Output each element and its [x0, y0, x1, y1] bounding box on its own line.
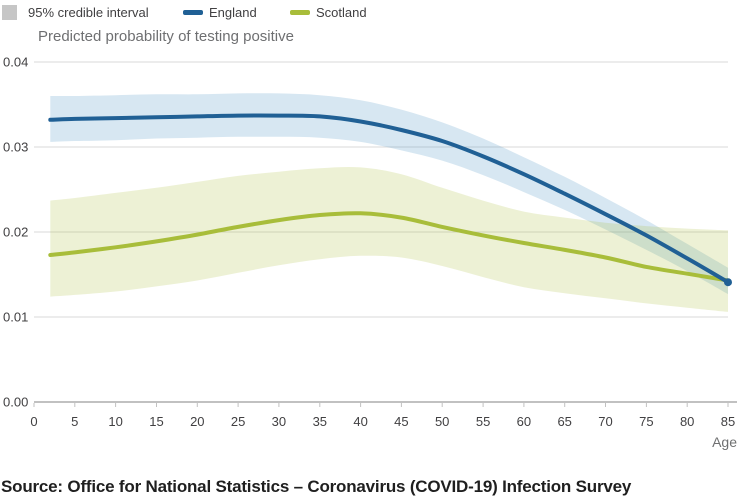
x-axis-title: Age — [712, 434, 737, 450]
scotland-credible-interval-band — [50, 167, 729, 312]
x-tick-label: 65 — [557, 414, 571, 429]
x-tick-label: 55 — [476, 414, 490, 429]
x-tick-label: 40 — [353, 414, 367, 429]
source-text: Source: Office for National Statistics –… — [1, 477, 632, 496]
x-tick-label: 60 — [517, 414, 531, 429]
x-tick-label: 30 — [272, 414, 286, 429]
x-tick-label: 25 — [231, 414, 245, 429]
x-tick-label: 75 — [639, 414, 653, 429]
legend-item-credible-interval[interactable]: 95% credible interval — [2, 3, 149, 21]
x-tick-label: 20 — [190, 414, 204, 429]
england-end-dot — [724, 278, 732, 287]
x-tick-label: 5 — [71, 414, 78, 429]
scotland-line-swatch-icon — [290, 9, 310, 15]
y-tick-label: 0.04 — [3, 55, 28, 70]
x-tick-label: 80 — [680, 414, 694, 429]
x-tick-label: 35 — [313, 414, 327, 429]
x-tick-label: 85 — [721, 414, 735, 429]
y-tick-label: 0.00 — [3, 395, 28, 410]
england-line — [48, 113, 730, 285]
y-tick-label: 0.01 — [3, 310, 28, 325]
y-tick-label: 0.02 — [3, 225, 28, 240]
x-tick-label: 0 — [30, 414, 37, 429]
england-credible-interval-band — [50, 93, 729, 295]
chart-title: Predicted probability of testing positiv… — [38, 28, 294, 45]
x-tick-label: 45 — [394, 414, 408, 429]
x-tick-label: 15 — [149, 414, 163, 429]
x-tick-label: 50 — [435, 414, 449, 429]
england-line-swatch-icon — [183, 9, 203, 15]
credible-interval-swatch-icon — [2, 4, 17, 20]
x-tick-label: 10 — [108, 414, 122, 429]
x-tick-label: 70 — [598, 414, 612, 429]
chart-legend: 95% credible interval England Scotland — [0, 0, 743, 24]
legend-item-scotland[interactable]: Scotland — [290, 3, 367, 21]
y-tick-label: 0.03 — [3, 140, 28, 155]
legend-item-england[interactable]: England — [183, 3, 257, 21]
scotland-line — [48, 211, 730, 283]
legend-label-scotland: Scotland — [316, 4, 367, 20]
legend-label-credible-interval: 95% credible interval — [28, 4, 149, 20]
line-chart-plot-area: 0.00 0.01 0.02 0.03 0.04 0 5 10 15 20 25 30 35 40 45 50… — [3, 55, 737, 451]
legend-label-england: England — [209, 4, 257, 20]
